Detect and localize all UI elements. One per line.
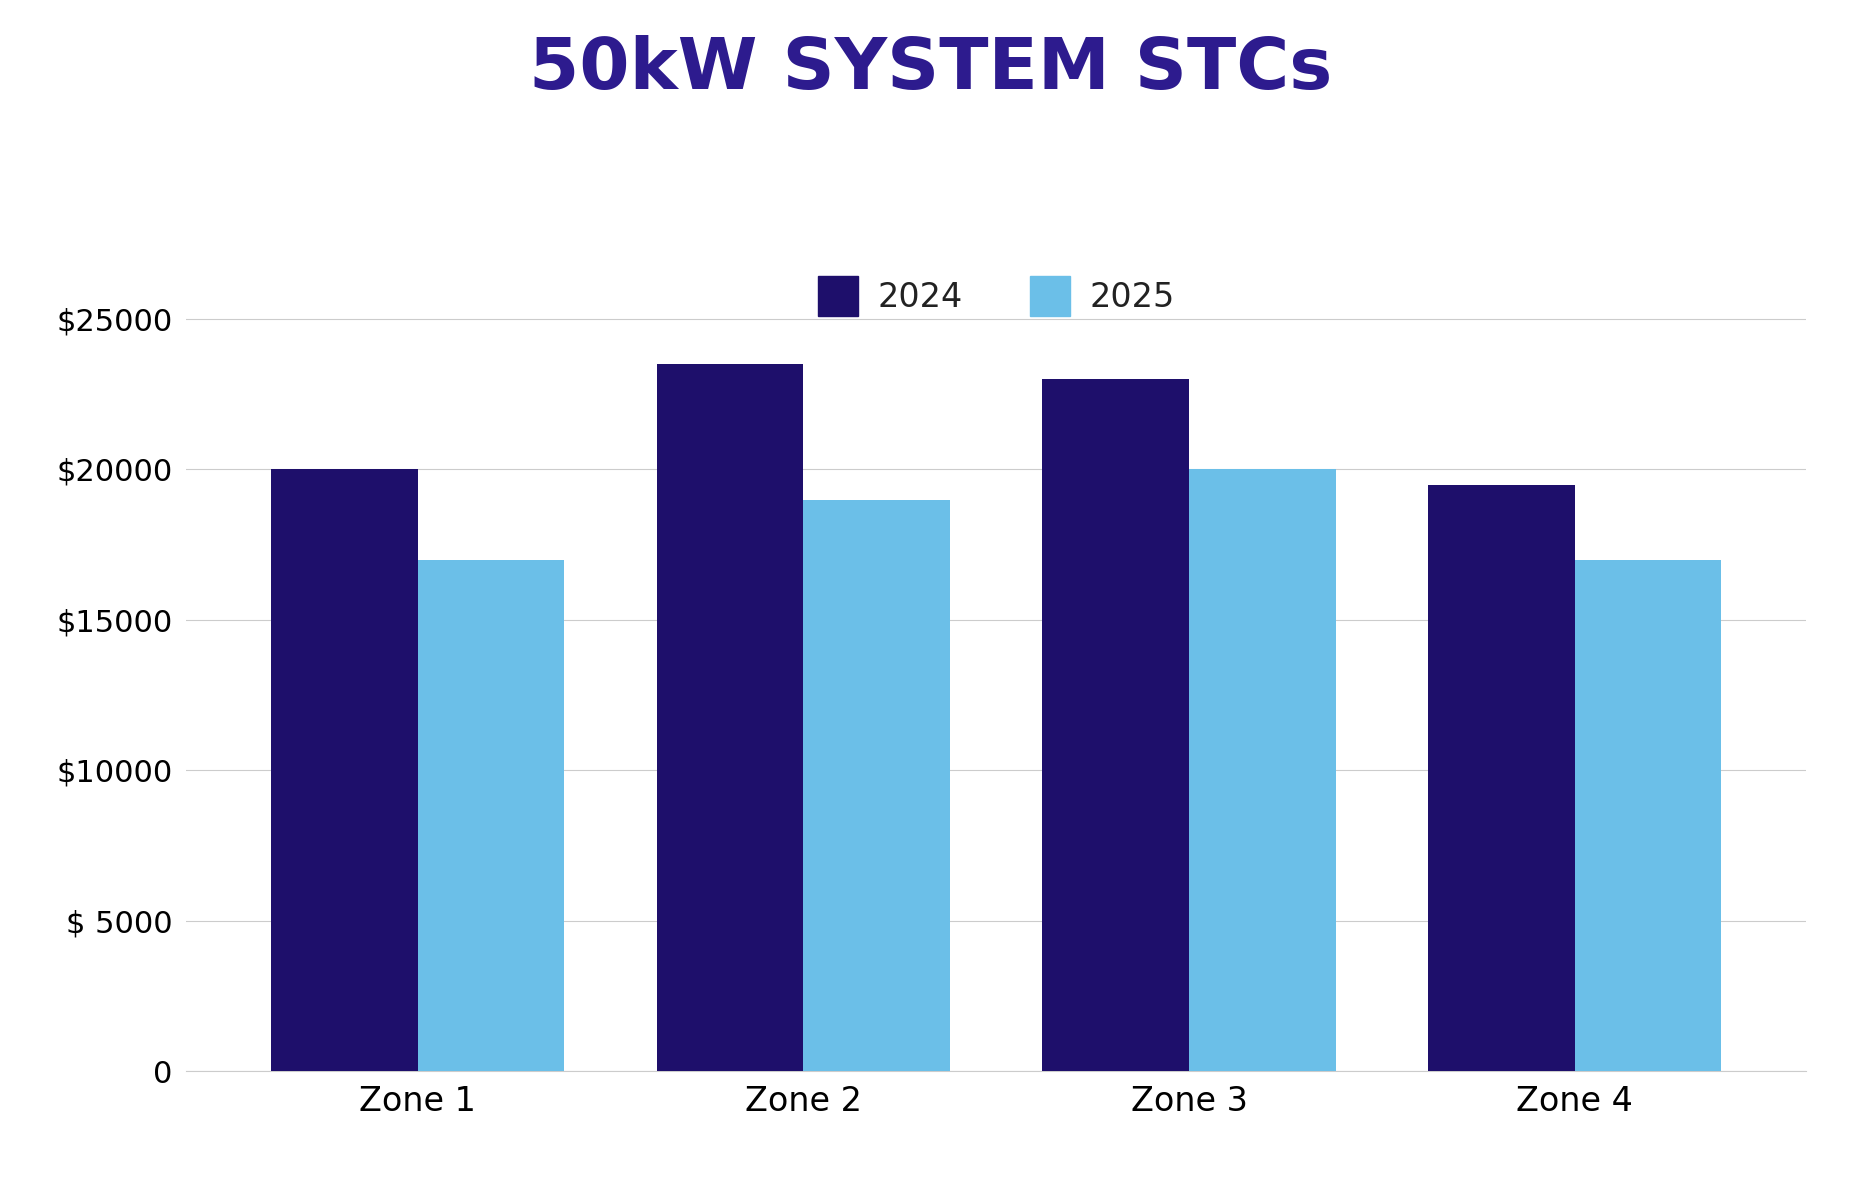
Bar [1190, 470, 1335, 1071]
Bar [1043, 379, 1190, 1071]
Bar [1575, 560, 1720, 1071]
Legend: 2024, 2025: 2024, 2025 [817, 275, 1175, 317]
Text: 50kW SYSTEM STCs: 50kW SYSTEM STCs [529, 35, 1333, 105]
Bar [272, 470, 417, 1071]
Bar [657, 364, 803, 1071]
Bar [803, 499, 950, 1071]
Bar [1428, 485, 1575, 1071]
Bar [417, 560, 564, 1071]
